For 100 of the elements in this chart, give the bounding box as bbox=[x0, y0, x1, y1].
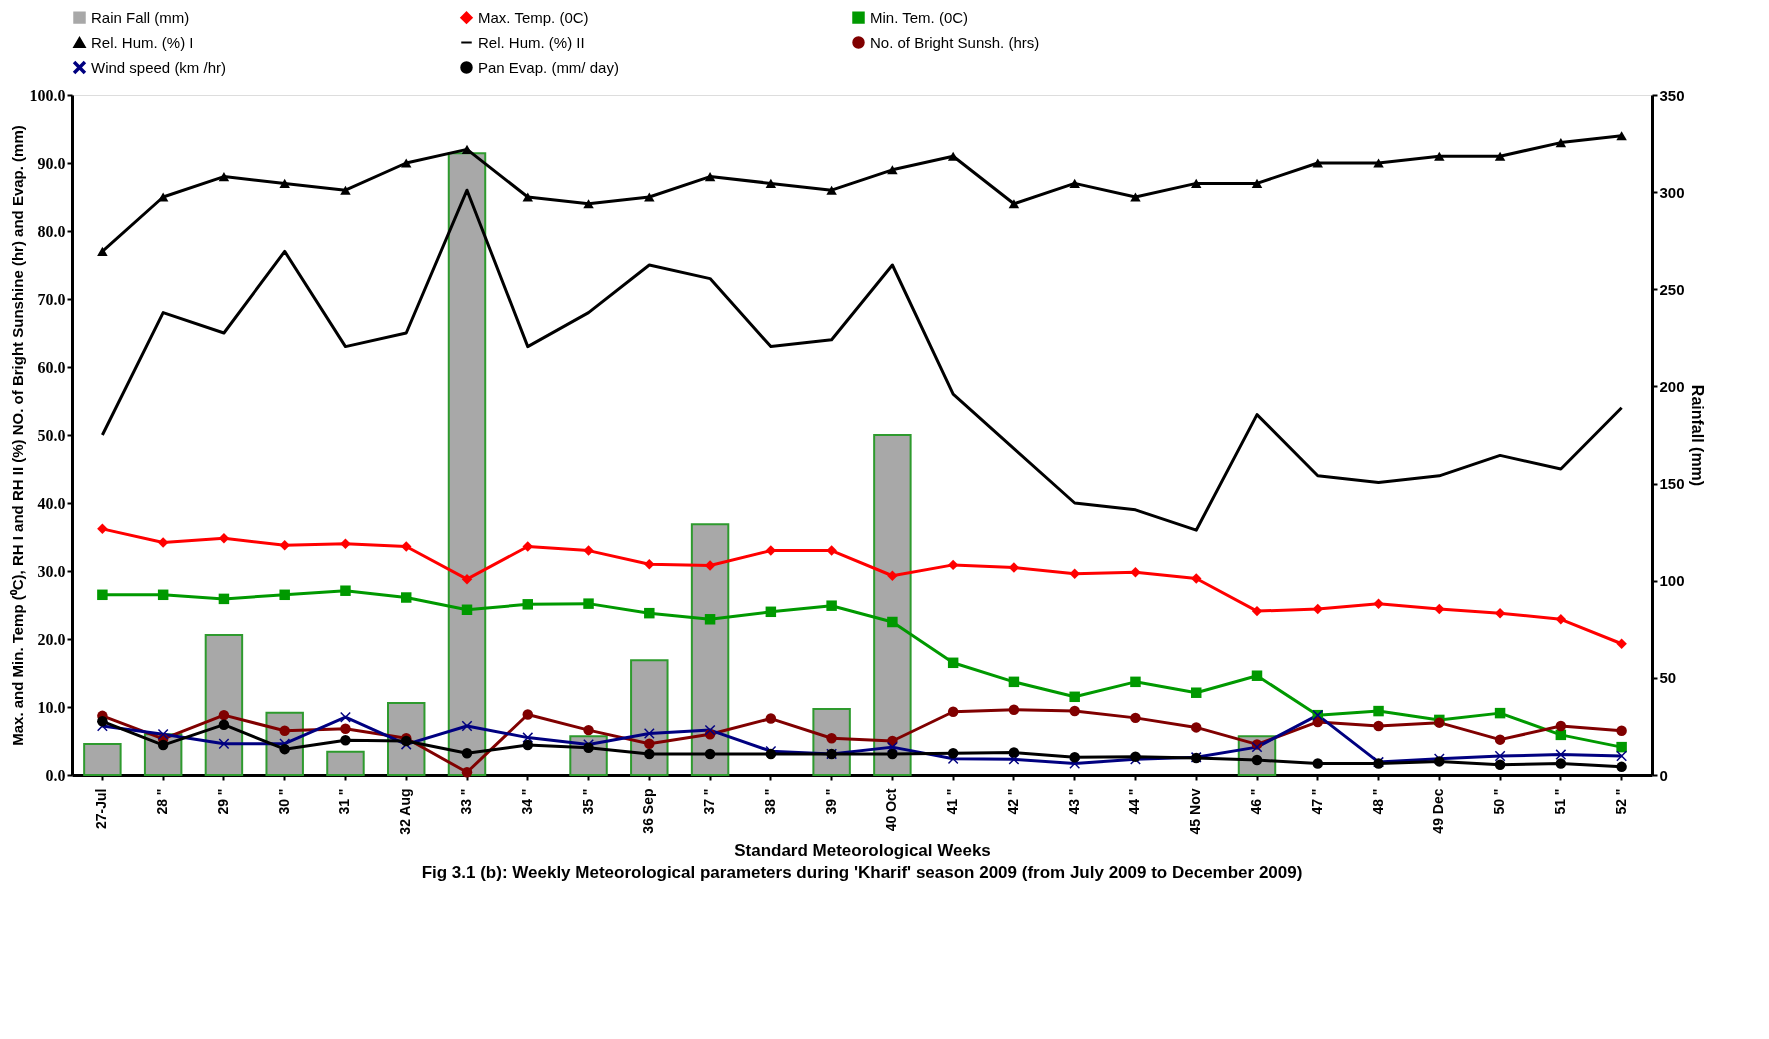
point bbox=[704, 172, 716, 182]
bar bbox=[83, 742, 122, 776]
point bbox=[1312, 716, 1324, 728]
x-tick-label: 34 " bbox=[518, 788, 535, 815]
bar bbox=[873, 434, 912, 776]
x-tick-label: 51 " bbox=[1551, 788, 1568, 815]
point bbox=[522, 739, 534, 751]
point bbox=[1312, 158, 1324, 168]
point bbox=[1494, 750, 1506, 762]
point bbox=[1555, 138, 1567, 148]
point bbox=[522, 709, 534, 720]
y-tick-label: 0.0 bbox=[45, 766, 66, 784]
point bbox=[1494, 759, 1506, 771]
point bbox=[1555, 720, 1567, 732]
x-tick-label: 29 " bbox=[214, 788, 231, 815]
point bbox=[583, 742, 594, 754]
point bbox=[218, 593, 230, 605]
point bbox=[461, 767, 473, 778]
point bbox=[522, 192, 534, 202]
y2-tick-label: 0 bbox=[1659, 766, 1668, 784]
point bbox=[765, 713, 777, 724]
y-tick-label: 20.0 bbox=[37, 630, 66, 648]
point bbox=[644, 192, 655, 202]
y2-axis-title: Rainfall (mm) bbox=[1688, 384, 1706, 487]
legend-label: Wind speed (km /hr) bbox=[91, 58, 227, 76]
point bbox=[1616, 131, 1627, 141]
point bbox=[826, 600, 837, 611]
point bbox=[1130, 567, 1141, 578]
point bbox=[400, 541, 412, 552]
x-tick-label: 47 " bbox=[1308, 788, 1325, 815]
bar bbox=[447, 152, 487, 776]
legend-label: Rel. Hum. (%) II bbox=[478, 33, 585, 51]
x-tick-label: 28 " bbox=[154, 788, 171, 815]
point bbox=[1616, 750, 1627, 762]
point bbox=[279, 539, 290, 551]
point bbox=[583, 199, 594, 209]
x-tick-label: 40 Oct bbox=[883, 788, 900, 832]
point bbox=[826, 733, 837, 744]
point bbox=[1008, 747, 1020, 758]
point bbox=[583, 598, 594, 609]
y2-tick-label: 250 bbox=[1659, 280, 1685, 298]
point bbox=[947, 657, 959, 669]
point bbox=[1616, 761, 1627, 773]
point bbox=[1190, 722, 1202, 733]
x-tick-label: 36 Sep bbox=[640, 788, 657, 834]
x-tick-label: 48 " bbox=[1369, 788, 1386, 815]
x-tick-label: 35 " bbox=[579, 788, 596, 815]
point bbox=[1069, 178, 1080, 188]
bar bbox=[204, 634, 244, 776]
point bbox=[97, 589, 108, 601]
point bbox=[97, 716, 108, 727]
point bbox=[1130, 192, 1141, 202]
point bbox=[340, 735, 351, 746]
point bbox=[644, 607, 655, 619]
bar bbox=[326, 750, 365, 776]
point bbox=[400, 158, 412, 168]
point bbox=[947, 748, 959, 759]
point bbox=[218, 172, 230, 182]
x-tick-label: 52 " bbox=[1612, 788, 1629, 815]
point bbox=[522, 541, 534, 552]
point bbox=[400, 592, 412, 603]
point bbox=[1190, 573, 1202, 584]
y-tick-label: 50.0 bbox=[37, 426, 66, 444]
point bbox=[1008, 199, 1020, 209]
point bbox=[157, 739, 169, 751]
point bbox=[1494, 151, 1506, 161]
x-tick-label: 30 " bbox=[275, 788, 292, 815]
point bbox=[1373, 720, 1384, 732]
point bbox=[1373, 158, 1384, 168]
legend-label: Pan Evap. (mm/ day) bbox=[478, 58, 619, 76]
point bbox=[1008, 704, 1020, 715]
x-tick-label: 44 " bbox=[1126, 788, 1143, 815]
point bbox=[157, 728, 169, 740]
x-tick-label: 42 " bbox=[1004, 788, 1021, 815]
legend-label: Rel. Hum. (%) I bbox=[91, 33, 194, 51]
legend-label: Max. Temp. (0C) bbox=[478, 8, 589, 26]
text: Fig 3.1 (b): Weekly Meteorological parameters during 'Kharif' season 2009 (from July 2009 to December 2009) bbox=[421, 862, 1303, 882]
point bbox=[1251, 178, 1263, 188]
point bbox=[97, 246, 108, 256]
point bbox=[1130, 676, 1141, 688]
point bbox=[1312, 758, 1324, 769]
y2-tick-label: 50 bbox=[1659, 669, 1677, 687]
y-tick-label: 80.0 bbox=[37, 222, 66, 240]
point bbox=[1616, 725, 1627, 737]
point bbox=[947, 706, 959, 717]
x-axis-title: Standard Meteorological Weeks bbox=[734, 841, 991, 861]
point bbox=[1069, 568, 1080, 579]
x-tick-label: 39 " bbox=[822, 788, 839, 815]
point bbox=[279, 589, 290, 601]
point bbox=[1008, 562, 1020, 573]
point bbox=[644, 748, 655, 760]
point bbox=[583, 545, 594, 556]
point bbox=[887, 616, 898, 628]
point bbox=[704, 614, 716, 625]
y2-tick-label: 100 bbox=[1659, 572, 1685, 590]
point bbox=[218, 709, 230, 721]
point bbox=[1130, 712, 1141, 724]
point bbox=[1069, 705, 1080, 717]
legend-label: No. of Bright Sunsh. (hrs) bbox=[870, 33, 1040, 51]
point bbox=[1069, 691, 1080, 703]
